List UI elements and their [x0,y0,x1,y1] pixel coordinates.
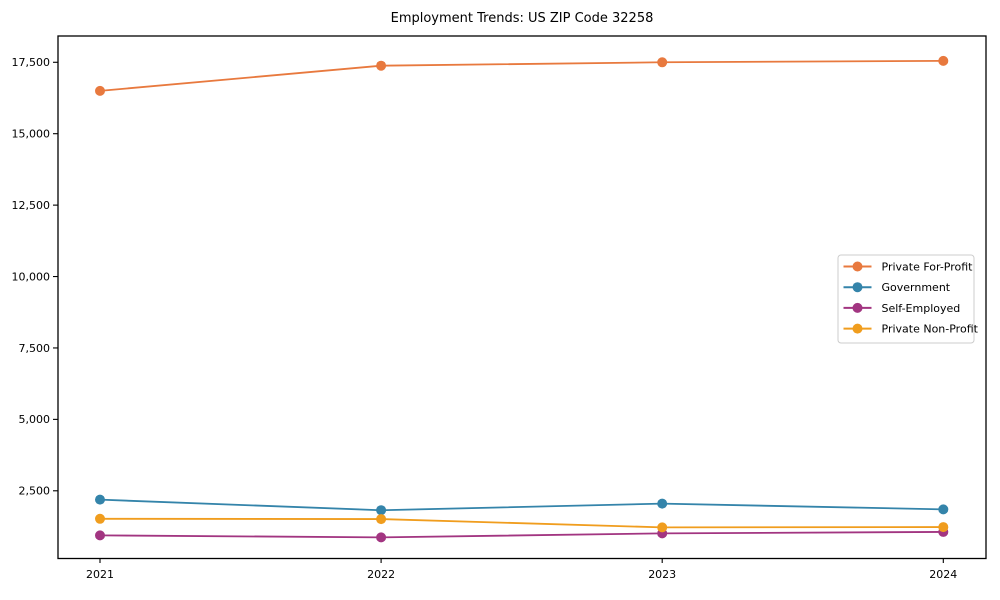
axes-spines [57,35,987,560]
data-point [95,513,105,524]
data-point [938,55,949,66]
data-point [95,530,105,541]
data-point [657,522,668,533]
legend-marker-dot [852,302,863,313]
data-point [657,498,668,509]
y-tick-label: 15,000 [12,128,51,141]
legend-box [837,254,975,344]
data-point [376,514,387,525]
legend-label: Self-Employed [882,302,961,315]
y-tick-label: 5,000 [19,413,51,426]
data-point [376,532,387,543]
y-tick-label: 12,500 [12,199,51,212]
x-tick-label: 2024 [929,568,957,581]
y-tick-label: 7,500 [19,342,51,355]
data-point [376,505,387,516]
data-point [938,504,949,515]
data-point [938,522,949,533]
series-line [99,498,944,512]
legend-item-self-employed: Self-Employed [843,302,961,315]
legend-marker-dot [852,323,863,334]
series-line [99,517,944,529]
data-point [95,85,105,96]
chart-title: Employment Trends: US ZIP Code 32258 [391,11,654,26]
legend-item-private-non-profit: Private Non-Profit [843,323,979,336]
legend: Private For-Profit Government Self-Employe… [837,254,979,344]
legend-marker-dot [852,282,863,293]
series-self-employed [95,526,949,543]
legend-marker-dot [852,261,863,272]
series-private-non-profit [95,513,949,533]
legend-label: Government [882,281,951,294]
legend-label: Private For-Profit [882,261,974,274]
series-government [95,494,949,516]
x-tick-label: 2021 [86,568,114,581]
x-tick-label: 2023 [648,568,676,581]
series-line [99,59,944,92]
legend-label: Private Non-Profit [882,323,979,336]
series-line [99,531,944,539]
data-point [376,60,387,71]
data-point [657,57,668,68]
series-private-for-profit [95,55,949,96]
y-tick-label: 17,500 [12,56,51,69]
data-point [95,494,105,505]
y-tick-label: 2,500 [19,485,51,498]
x-tick-label: 2022 [367,568,395,581]
y-tick-label: 10,000 [12,270,51,283]
legend-item-government: Government [843,281,951,294]
legend-item-private-for-profit: Private For-Profit [843,261,974,274]
